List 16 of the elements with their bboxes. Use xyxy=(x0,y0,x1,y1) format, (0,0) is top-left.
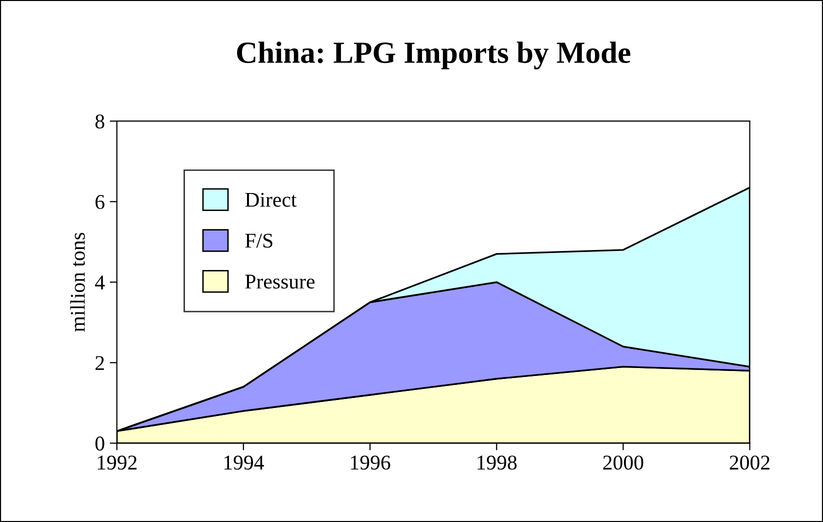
y-tick-label: 8 xyxy=(95,114,104,129)
x-tick-label: 1994 xyxy=(224,456,264,470)
y-tick-label: 0 xyxy=(95,436,104,451)
legend-label: Direct xyxy=(245,192,297,207)
x-tick-label: 2000 xyxy=(603,456,644,470)
x-tick-label: 1998 xyxy=(478,456,517,470)
y-tick-label: 6 xyxy=(96,195,104,210)
x-tick-label: 2002 xyxy=(730,456,770,470)
y-tick-label: 2 xyxy=(96,356,104,370)
y-tick-label: 4 xyxy=(95,276,105,290)
x-tick-label: 1996 xyxy=(351,456,390,470)
legend-label: Pressure xyxy=(245,274,315,289)
chart-title: China: LPG Imports by Mode xyxy=(237,42,630,70)
x-tick-label: 1992 xyxy=(98,456,137,470)
y-axis-title: million tons xyxy=(70,232,85,332)
legend-label: F/S xyxy=(245,234,272,248)
